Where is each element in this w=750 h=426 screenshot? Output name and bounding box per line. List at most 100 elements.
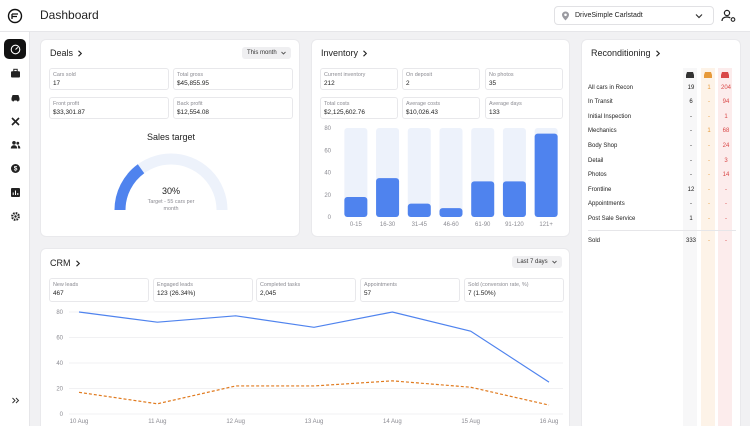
report-icon <box>10 187 20 197</box>
recon-count-warning: - <box>708 216 710 222</box>
recon-count-normal: - <box>690 172 692 178</box>
recon-count-warning: - <box>708 114 710 120</box>
nav-inventory[interactable] <box>4 87 26 107</box>
recon-count-warning: - <box>708 187 710 193</box>
recon-count-normal: 19 <box>687 85 695 91</box>
chevron-down-icon <box>280 51 286 55</box>
stat-back-profit: Back profit $12,554.08 <box>173 97 293 119</box>
x-tick-label: 11 Aug <box>148 419 166 425</box>
x-tick-label: 31-45 <box>412 222 428 228</box>
chevron-down-icon <box>551 260 557 264</box>
deals-title-link[interactable]: Deals <box>50 48 83 58</box>
recon-count-warning: - <box>708 143 710 149</box>
stat-value: 123 (26.34%) <box>157 290 196 297</box>
stat-front-profit: Front profit $33,301.87 <box>49 97 169 119</box>
car-icon <box>721 72 729 78</box>
recon-count-normal: 12 <box>687 187 695 193</box>
crm-title-link[interactable]: CRM <box>50 258 81 268</box>
recon-row[interactable]: Body Shop - - 24 <box>588 140 748 154</box>
recon-row[interactable]: All cars in Recon 19 1 204 <box>588 82 748 96</box>
chevron-down-icon <box>695 14 703 19</box>
recon-count-warning: 1 <box>707 85 711 91</box>
gauge-fill <box>114 164 145 211</box>
recon-row[interactable]: Detail - - 3 <box>588 155 748 169</box>
recon-count-normal: - <box>690 201 692 207</box>
stat-label: Average days <box>489 101 522 107</box>
stat-current-inventory: Current inventory 212 <box>320 68 398 90</box>
y-tick-label: 80 <box>56 310 63 316</box>
recon-count-warning: - <box>708 158 710 164</box>
stat-value: $45,855.95 <box>177 80 209 87</box>
nav-customers[interactable] <box>4 134 26 154</box>
recon-row-sold[interactable]: Sold 333 - - <box>588 235 748 249</box>
recon-count-warning: - <box>708 201 710 207</box>
bar[interactable] <box>502 181 526 217</box>
recon-row[interactable]: Post Sale Service 1 - - <box>588 213 748 227</box>
stat-value: $12,554.08 <box>177 109 209 116</box>
stat-no-photos: No photos 35 <box>485 68 563 90</box>
bar[interactable] <box>407 203 431 217</box>
recon-label: Initial Inspection <box>588 114 632 120</box>
dealer-select[interactable]: DriveSimple Carlstadt <box>554 6 714 25</box>
x-tick-label: 14 Aug <box>383 419 402 425</box>
stat-label: Back profit <box>177 101 203 107</box>
recon-count-normal: - <box>690 158 692 164</box>
recon-label: All cars in Recon <box>588 85 634 91</box>
user-settings-icon[interactable] <box>720 8 738 24</box>
bar[interactable] <box>471 181 495 217</box>
inventory-title-link[interactable]: Inventory <box>321 48 368 58</box>
recon-count-overdue: - <box>725 201 727 207</box>
bar[interactable] <box>534 133 558 217</box>
gear-icon <box>10 211 20 221</box>
collapse-sidebar-button[interactable] <box>4 390 26 410</box>
crm-period-select[interactable]: Last 7 days <box>512 256 562 268</box>
reconditioning-title-link[interactable]: Reconditioning <box>591 48 661 58</box>
recon-row[interactable]: Appointments - - - <box>588 198 748 212</box>
stat-label: Total costs <box>324 101 350 107</box>
nav-finance[interactable]: $ <box>4 158 26 178</box>
recon-row[interactable]: Mechanics - 1 68 <box>588 125 748 139</box>
stat-label: Current inventory <box>324 72 366 78</box>
stat-label: Total gross <box>177 72 204 78</box>
recon-count-warning: - <box>708 99 710 105</box>
inventory-card: Inventory Current inventory 212 On depos… <box>311 39 570 237</box>
y-tick-label: 0 <box>328 215 332 221</box>
y-tick-label: 0 <box>60 412 64 418</box>
stat-value: 35 <box>489 80 497 87</box>
stat-new-leads: New leads 467 <box>49 278 149 302</box>
stat-label: Front profit <box>53 101 80 107</box>
bar[interactable] <box>376 178 400 217</box>
dashboard-icon <box>10 44 20 54</box>
recon-count-overdue: - <box>725 187 727 193</box>
stat-label: Sold (conversion rate, %) <box>468 282 529 288</box>
nav-reports[interactable] <box>4 182 26 202</box>
recon-row[interactable]: Frontline 12 - - <box>588 184 748 198</box>
x-tick-label: 12 Aug <box>226 419 245 425</box>
recon-count-warning: - <box>708 172 710 178</box>
recon-count-overdue: - <box>725 238 727 244</box>
nav-service[interactable] <box>4 111 26 131</box>
inventory-title: Inventory <box>321 48 359 58</box>
logo-icon[interactable] <box>7 8 23 24</box>
inventory-age-chart: 0 20 40 60 80 0-15 16-30 31-45 46-60 61-90 91-120 1… <box>324 126 558 228</box>
deals-period-select[interactable]: This month <box>242 47 291 59</box>
deals-period: This month <box>247 50 277 56</box>
stat-value: $10,026.43 <box>406 109 438 116</box>
bar[interactable] <box>439 208 463 217</box>
crm-title: CRM <box>50 258 71 268</box>
bar[interactable] <box>344 196 368 217</box>
nav-settings[interactable] <box>4 206 26 226</box>
y-tick-label: 60 <box>56 336 63 342</box>
recon-row[interactable]: Photos - - 14 <box>588 169 748 183</box>
stat-value: $33,301.87 <box>53 109 85 116</box>
nav-deals[interactable] <box>4 63 26 83</box>
nav-dashboard[interactable] <box>4 39 26 59</box>
recon-row[interactable]: In Transit 6 - 94 <box>588 96 748 110</box>
y-tick-label: 20 <box>324 193 331 199</box>
recon-label: In Transit <box>588 99 613 105</box>
recon-label: Photos <box>588 172 607 178</box>
y-tick-label: 40 <box>56 361 63 367</box>
recon-count-normal: - <box>690 128 692 134</box>
recon-row[interactable]: Initial Inspection - - 1 <box>588 111 748 125</box>
x-tick-label: 46-60 <box>443 222 459 228</box>
